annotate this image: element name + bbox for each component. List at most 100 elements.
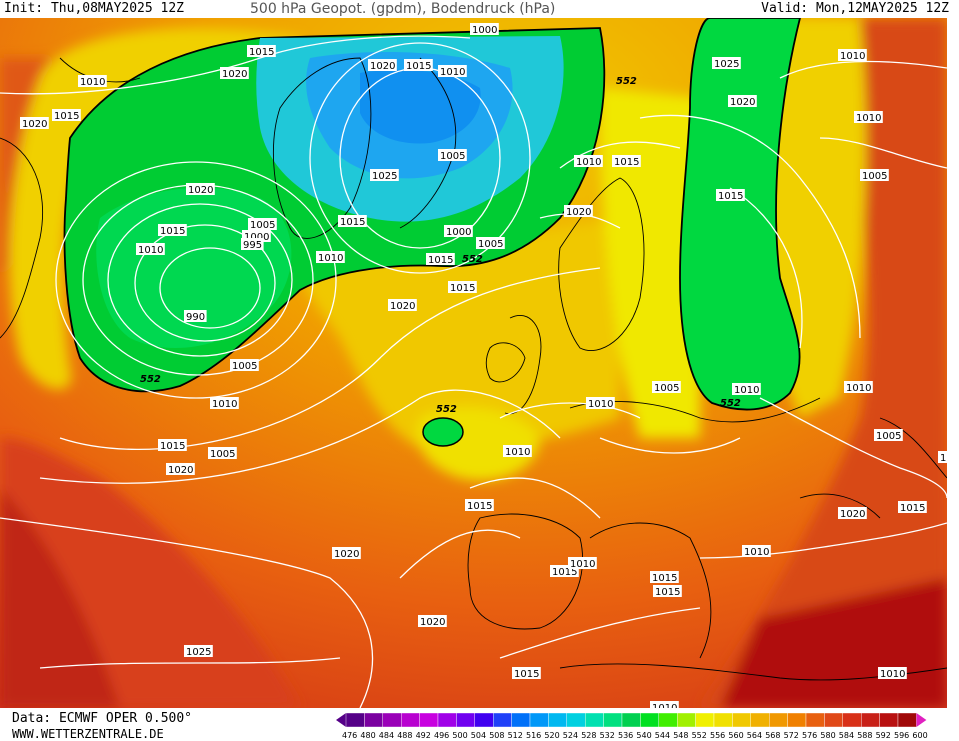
pressure-label-text: 1015 bbox=[552, 567, 577, 578]
pressure-label-text: 1005 bbox=[440, 151, 465, 162]
pressure-label-text: 1010 bbox=[840, 51, 865, 62]
legend-swatch bbox=[603, 712, 623, 728]
legend-swatch bbox=[419, 712, 439, 728]
legend-tick-label: 552 bbox=[692, 731, 707, 740]
legend-tick-label: 520 bbox=[544, 731, 559, 740]
pressure-label: 1015 bbox=[404, 59, 433, 72]
pressure-label-box bbox=[854, 111, 883, 123]
pressure-label-box bbox=[512, 667, 541, 679]
legend-swatch bbox=[566, 712, 586, 728]
pressure-label-box bbox=[586, 397, 615, 409]
pressure-label-text: 1015 bbox=[54, 111, 79, 122]
cutoff-low bbox=[422, 417, 464, 447]
pressure-label-box bbox=[732, 383, 761, 395]
legend-swatch bbox=[382, 712, 402, 728]
legend-swatch bbox=[437, 712, 457, 728]
legend-swatch bbox=[529, 712, 549, 728]
legend-swatch bbox=[897, 712, 917, 728]
pressure-label-box bbox=[712, 57, 741, 69]
pressure-label-text: 1020 bbox=[188, 185, 213, 196]
pressure-label-text: 1020 bbox=[168, 465, 193, 476]
pressure-label: 1020 bbox=[728, 95, 757, 108]
pressure-label: 1000 bbox=[470, 23, 499, 36]
pressure-label-box bbox=[574, 155, 603, 167]
pressure-label: 1015 bbox=[716, 189, 745, 202]
pressure-label: 1015 bbox=[158, 224, 187, 237]
pressure-label: 1010 bbox=[838, 49, 867, 62]
pressure-label-box bbox=[186, 183, 215, 195]
pressure-label-box bbox=[158, 439, 187, 451]
pressure-label-text: 1010 bbox=[318, 253, 343, 264]
pressure-label-text: 1025 bbox=[372, 171, 397, 182]
legend-swatch bbox=[400, 712, 420, 728]
pressure-label-text: 1010 bbox=[440, 67, 465, 78]
pressure-label: 1010 bbox=[316, 251, 345, 264]
legend-swatch bbox=[474, 712, 494, 728]
pressure-label: 1005 bbox=[248, 218, 277, 231]
pressure-label: 1005 bbox=[230, 359, 259, 372]
pressure-label: 1005 bbox=[652, 381, 681, 394]
pressure-label: 1015 bbox=[52, 109, 81, 122]
pressure-label: 1015 bbox=[612, 155, 641, 168]
pressure-label-box bbox=[652, 381, 681, 393]
legend-tick-label: 576 bbox=[802, 731, 817, 740]
geopot-552-label: 552 bbox=[616, 76, 637, 87]
pressure-label: 1005 bbox=[438, 149, 467, 162]
legend-tick-label: 504 bbox=[471, 731, 486, 740]
pressure-label-text: 1010 bbox=[744, 547, 769, 558]
pressure-label-box bbox=[742, 545, 771, 557]
pressure-label-text: 1010 bbox=[652, 703, 677, 708]
pressure-label-text: 1005 bbox=[478, 239, 503, 250]
legend-swatch bbox=[492, 712, 512, 728]
pressure-label-box bbox=[184, 645, 213, 657]
pressure-label-text: 1015 bbox=[900, 503, 925, 514]
pressure-label: 1015 bbox=[448, 281, 477, 294]
pressure-label: 1015 bbox=[338, 215, 367, 228]
pressure-label: 1000 bbox=[444, 225, 473, 238]
pressure-label: 1010 bbox=[78, 75, 107, 88]
pressure-label-box bbox=[503, 445, 532, 457]
pressure-label-box bbox=[476, 237, 505, 249]
pressure-label: 1010 bbox=[503, 445, 532, 458]
legend-swatch bbox=[548, 712, 567, 728]
pressure-label-box bbox=[210, 397, 239, 409]
pressure-label-box bbox=[316, 251, 345, 263]
legend-tick-label: 548 bbox=[673, 731, 688, 740]
pressure-label-text: 1020 bbox=[334, 549, 359, 560]
pressure-label-text: 1010 bbox=[846, 383, 871, 394]
pressure-label-box bbox=[568, 557, 597, 569]
legend-tick-label: 540 bbox=[636, 731, 651, 740]
pressure-label: 1010 bbox=[878, 667, 907, 680]
legend-tick-label: 556 bbox=[710, 731, 725, 740]
pressure-label: 1015 bbox=[426, 253, 455, 266]
pressure-label-box bbox=[898, 501, 927, 513]
pressure-label: 1010 bbox=[210, 397, 239, 410]
pressure-label-text: 1015 bbox=[467, 501, 492, 512]
legend-swatch bbox=[732, 712, 751, 728]
pressure-label-box bbox=[838, 507, 867, 519]
legend-tick-label: 584 bbox=[839, 731, 854, 740]
pressure-label-text: 1005 bbox=[862, 171, 887, 182]
geopot-552-label: 552 bbox=[720, 398, 741, 409]
legend-swatch bbox=[713, 712, 733, 728]
pressure-label-box bbox=[241, 238, 264, 250]
geopot-552-label: 552 bbox=[140, 374, 161, 385]
pressure-label: 1010 bbox=[650, 701, 679, 708]
pressure-label: 1015 bbox=[653, 585, 682, 598]
pressure-label-box bbox=[230, 359, 259, 371]
legend-tick-label: 600 bbox=[912, 731, 927, 740]
pressure-label-text: 1020 bbox=[840, 509, 865, 520]
pressure-label-box bbox=[728, 95, 757, 107]
legend-tick-label: 596 bbox=[894, 731, 909, 740]
pressure-label-text: 1010 bbox=[588, 399, 613, 410]
legend-tick-label: 536 bbox=[618, 731, 633, 740]
pressure-label-text: 1015 bbox=[450, 283, 475, 294]
valid-time: Valid: Mon,12MAY2025 12Z bbox=[761, 1, 949, 16]
pressure-label-text: 1005 bbox=[654, 383, 679, 394]
website[interactable]: WWW.WETTERZENTRALE.DE bbox=[12, 727, 164, 741]
pressure-label-box bbox=[716, 189, 745, 201]
pressure-label-text: 1020 bbox=[222, 69, 247, 80]
legend-tick-label: 572 bbox=[784, 731, 799, 740]
